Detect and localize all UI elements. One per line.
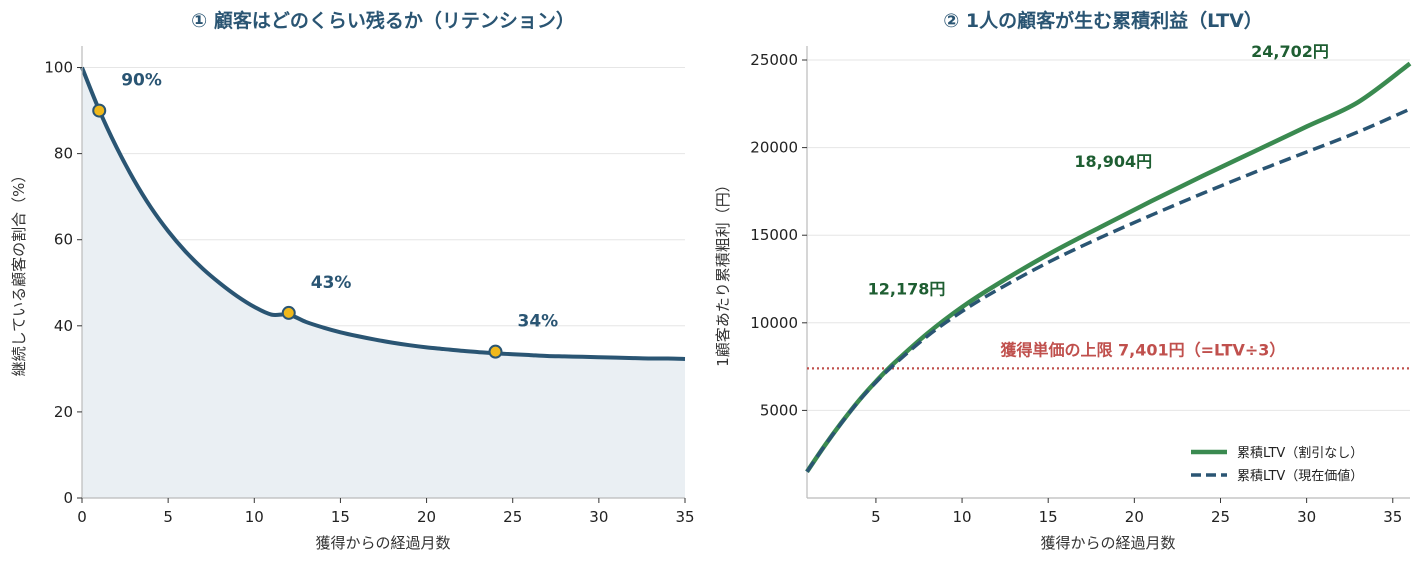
retention-y-tick-label: 20 bbox=[54, 403, 73, 421]
retention-x-tick-label: 25 bbox=[503, 508, 522, 526]
retention-chart-title: ① 顧客はどのくらい残るか（リテンション） bbox=[191, 9, 575, 32]
ltv-legend: 累積LTV（割引なし） 累積LTV（現在価値） bbox=[1191, 445, 1363, 484]
ltv-value-annotation: 24,702円 bbox=[1251, 42, 1329, 61]
ltv-y-tick-label: 20000 bbox=[750, 139, 798, 157]
retention-y-tick-label: 80 bbox=[54, 145, 73, 163]
ltv-x-tick-label: 20 bbox=[1125, 508, 1144, 526]
retention-marker bbox=[281, 305, 296, 320]
retention-marker-label: 34% bbox=[517, 312, 558, 332]
retention-marker-label: 43% bbox=[311, 273, 352, 293]
retention-y-axis-label: 継続している顧客の割合（%） bbox=[10, 168, 28, 377]
retention-x-tick-label: 30 bbox=[589, 508, 608, 526]
retention-line bbox=[80, 66, 686, 361]
ltv-y-tick-label: 25000 bbox=[750, 51, 798, 69]
ltv-x-tick-label: 10 bbox=[953, 508, 972, 526]
retention-y-tick-label: 40 bbox=[54, 317, 73, 335]
ltv-y-tick-label: 5000 bbox=[760, 401, 798, 419]
retention-marker-label: 90% bbox=[121, 71, 162, 91]
ltv-y-axis-label: 1顧客あたり累積粗利（円） bbox=[714, 177, 732, 367]
ltv-chart-title: ② 1人の顧客が生む累積利益（LTV） bbox=[943, 9, 1263, 32]
ltv-y-tick-label: 15000 bbox=[750, 226, 798, 244]
ltv-x-tick-label: 15 bbox=[1039, 508, 1058, 526]
ltv-discounted-line bbox=[805, 107, 1411, 473]
retention-x-tick-label: 15 bbox=[331, 508, 350, 526]
ltv-y-tick-label: 10000 bbox=[750, 314, 798, 332]
retention-x-tick-label: 10 bbox=[245, 508, 264, 526]
ltv-x-tick-label: 35 bbox=[1383, 508, 1402, 526]
ltv-value-annotation: 12,178円 bbox=[868, 280, 946, 299]
retention-area-fill bbox=[82, 67, 685, 499]
legend-undiscounted-label: 累積LTV（割引なし） bbox=[1237, 445, 1363, 461]
ltv-panel: ② 1人の顧客が生む累積利益（LTV） 5 10 15 20 25 30 35 5000 10… bbox=[714, 9, 1412, 552]
retention-y-tick-label: 60 bbox=[54, 231, 73, 249]
retention-y-tick-label: 100 bbox=[44, 59, 73, 77]
retention-x-tick-label: 0 bbox=[77, 508, 87, 526]
retention-x-tick-label: 35 bbox=[675, 508, 694, 526]
legend-discounted-label: 累積LTV（現在価値） bbox=[1237, 468, 1363, 484]
retention-x-axis-label: 獲得からの経過月数 bbox=[315, 534, 450, 552]
retention-marker bbox=[92, 103, 107, 118]
ltv-value-annotation: 18,904円 bbox=[1074, 152, 1152, 171]
ltv-x-tick-label: 25 bbox=[1211, 508, 1230, 526]
cac-threshold-label: 獲得単価の上限 7,401円（=LTV÷3） bbox=[1000, 340, 1285, 359]
retention-x-tick-label: 5 bbox=[163, 508, 173, 526]
retention-marker bbox=[488, 344, 503, 359]
retention-x-tick-label: 20 bbox=[417, 508, 436, 526]
retention-y-tick-label: 0 bbox=[63, 489, 73, 507]
ltv-x-axis-label: 獲得からの経過月数 bbox=[1040, 534, 1175, 552]
ltv-x-tick-label: 5 bbox=[871, 508, 881, 526]
retention-panel: ① 顧客はどのくらい残るか（リテンション） 0 5 10 15 20 25 30 35 0 20… bbox=[10, 9, 695, 552]
ltv-x-tick-label: 30 bbox=[1297, 508, 1316, 526]
